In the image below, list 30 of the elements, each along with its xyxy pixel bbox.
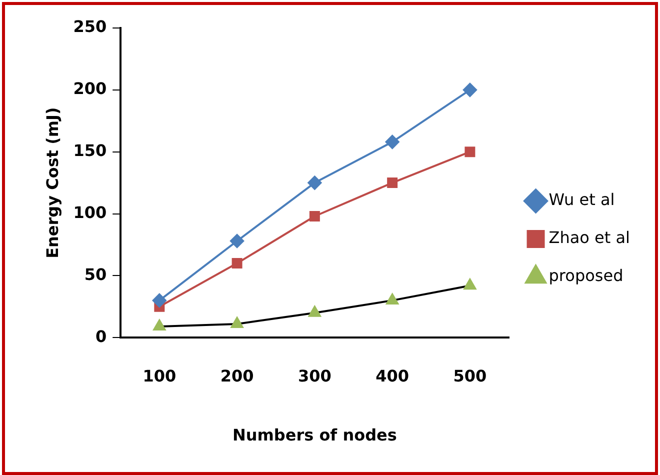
point	[152, 293, 166, 308]
y-tick-label: 0	[95, 326, 107, 346]
y-tick-label: 250	[73, 17, 107, 36]
legend-label: Zhao et al	[548, 228, 630, 248]
x-tick-label: 100	[142, 366, 176, 386]
point	[232, 258, 242, 269]
x-tick-label: 200	[220, 366, 254, 386]
x-tick-label: 400	[376, 366, 410, 386]
y-tick-label: 100	[73, 202, 107, 222]
point	[230, 316, 244, 328]
y-tick-label: 50	[84, 264, 107, 284]
y-tick-label: 150	[73, 140, 107, 160]
point	[386, 293, 399, 304]
x-tick-label: 300	[298, 366, 332, 386]
point	[462, 82, 477, 97]
legend-label: proposed	[548, 266, 624, 286]
point	[230, 234, 244, 248]
point	[308, 306, 321, 317]
x-axis-title: Numbers of nodes	[232, 426, 397, 445]
point	[309, 210, 320, 222]
y-axis-title: Energy Cost (mJ)	[42, 107, 62, 258]
y-tick-label: 200	[73, 79, 107, 98]
point	[387, 178, 398, 188]
point	[385, 134, 400, 149]
point	[464, 146, 476, 158]
legend-label: Wu et al	[548, 190, 615, 210]
point	[308, 176, 322, 190]
point	[153, 319, 166, 330]
x-tick-label: 500	[453, 366, 487, 386]
point	[464, 278, 476, 290]
